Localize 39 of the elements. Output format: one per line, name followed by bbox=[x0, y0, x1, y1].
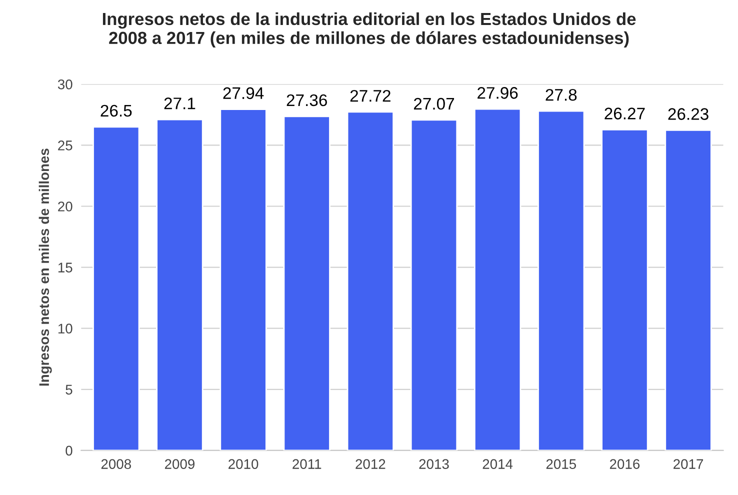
x-tick-label: 2009 bbox=[164, 459, 195, 469]
x-tick-label: 2014 bbox=[482, 459, 513, 469]
data-label: 27.36 bbox=[286, 94, 327, 106]
y-tick-label: 10 bbox=[58, 324, 72, 334]
data-label: 27.94 bbox=[223, 87, 264, 100]
bar bbox=[410, 119, 458, 450]
x-tick-label: 2008 bbox=[101, 459, 131, 469]
y-tick-label: 30 bbox=[58, 79, 72, 90]
data-label: 27.1 bbox=[164, 98, 196, 110]
chart-title: Ingresos netos de la industria editorial en los Estados Unidos de 2008 a 2017 (en miles de millones de dólares estadounidenses) bbox=[102, 12, 636, 48]
y-axis-title: Ingresos netos en miles de millones bbox=[38, 148, 52, 386]
y-tick-label: 20 bbox=[58, 202, 72, 212]
bar bbox=[283, 116, 330, 450]
data-label: 26.27 bbox=[604, 108, 645, 120]
data-label: 26.5 bbox=[100, 104, 132, 117]
bar bbox=[474, 108, 522, 450]
x-tick-label: 2012 bbox=[356, 459, 386, 469]
bar bbox=[92, 126, 140, 450]
y-tick-label: 0 bbox=[66, 446, 72, 456]
y-tick-label: 5 bbox=[66, 384, 72, 395]
data-label: 27.96 bbox=[478, 87, 518, 99]
y-tick-label: 15 bbox=[58, 262, 72, 272]
bar bbox=[601, 129, 648, 450]
bar bbox=[664, 129, 712, 450]
data-label: 27.07 bbox=[414, 98, 454, 110]
x-tick-label: 2013 bbox=[419, 459, 449, 469]
bar bbox=[156, 118, 204, 450]
y-tick-label: 25 bbox=[58, 140, 72, 150]
data-label: 26.23 bbox=[668, 108, 708, 120]
data-label: 27.72 bbox=[350, 90, 390, 102]
x-tick-label: 2017 bbox=[674, 459, 704, 469]
x-tick-label: 2011 bbox=[292, 459, 322, 469]
bar bbox=[538, 110, 585, 450]
data-label: 27.8 bbox=[546, 88, 577, 101]
x-tick-label: 2015 bbox=[546, 459, 576, 469]
bar bbox=[220, 108, 267, 450]
bar bbox=[346, 111, 394, 450]
x-tick-label: 2010 bbox=[228, 459, 258, 469]
x-tick-label: 2016 bbox=[610, 459, 640, 469]
